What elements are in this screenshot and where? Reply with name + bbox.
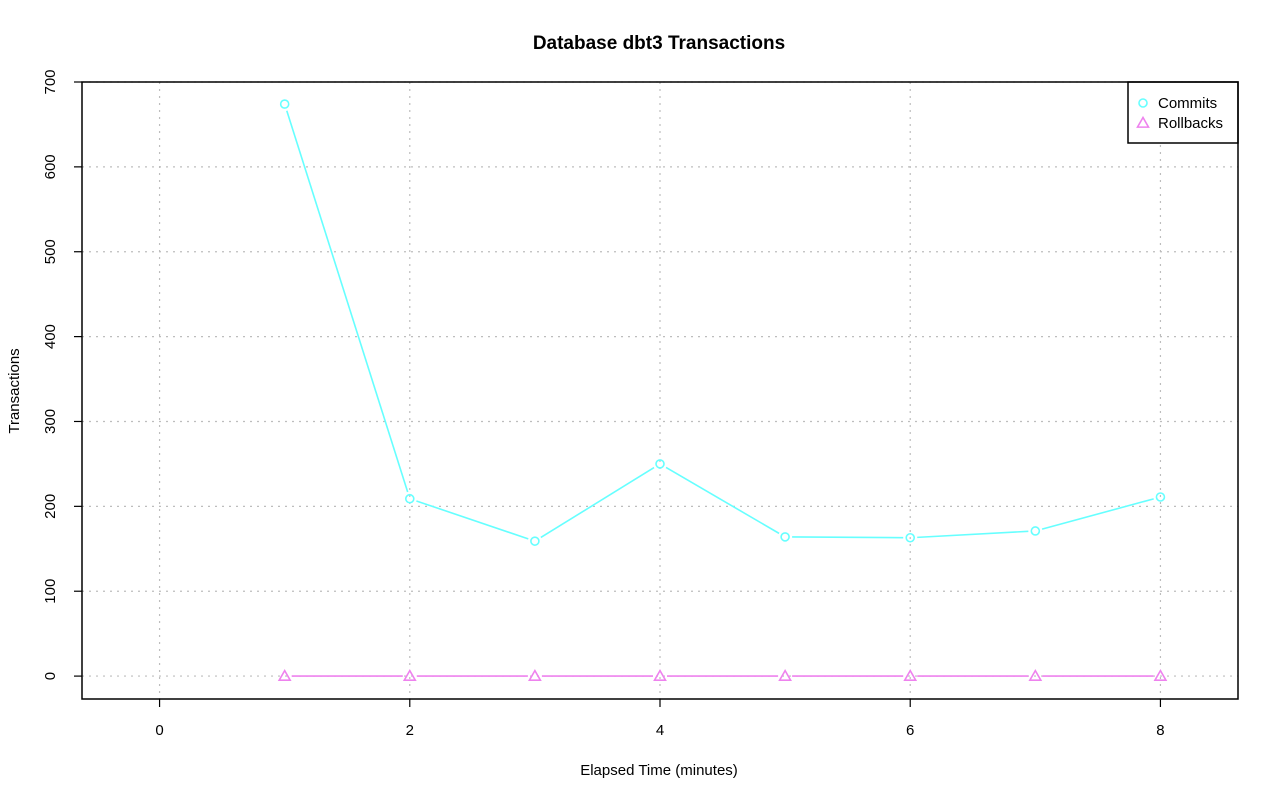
data-point [530,536,540,546]
x-tick-label: 8 [1156,722,1164,739]
legend-box [1127,81,1239,144]
series-commits [279,99,1166,546]
x-tick-label: 0 [155,722,163,739]
series-line-segment [416,500,529,540]
x-tick-label: 2 [406,722,414,739]
data-point [780,532,790,542]
data-point [653,668,667,682]
chart-title: Database dbt3 Transactions [533,33,785,54]
legend-marker [1138,98,1148,108]
axes: 0 2 4 6 8 0 100 200 300 400 500 600 700 [42,69,1165,739]
data-point [279,99,290,109]
legend-label: Commits [1158,95,1217,112]
plot-frame [81,81,1239,700]
y-tick-label: 200 [42,494,59,519]
series-line-segment [665,466,780,535]
grid [82,81,1238,699]
series-line-segment [917,530,1029,539]
y-tick-label: 600 [42,154,59,179]
x-tick-label: 4 [656,722,664,739]
x-tick-label: 6 [906,722,914,739]
series-line-segment [286,110,409,493]
y-tick-label: 100 [42,579,59,604]
y-axis-label: Transactions [6,348,23,433]
data-point [905,532,916,543]
data-point [277,668,292,682]
y-tick-label: 0 [42,672,59,680]
data-point [404,493,415,504]
y-tick-label: 400 [42,324,59,349]
legend-marker [1136,115,1150,128]
x-axis-label: Elapsed Time (minutes) [580,762,738,779]
data-point [1153,668,1168,682]
y-tick-label: 500 [42,239,59,264]
data-point [402,668,417,682]
y-tick-label: 700 [42,69,59,94]
data-point [778,668,792,682]
data-point [528,668,542,682]
legend-label: Rollbacks [1158,115,1223,132]
data-point [1030,526,1041,536]
data-point [1028,668,1043,682]
series [277,99,1168,682]
series-rollbacks [277,668,1168,682]
y-tick-label: 300 [42,409,59,434]
series-line-segment [792,536,904,539]
data-point [655,459,665,469]
series-line-segment [540,466,655,539]
series-line-segment [1041,498,1154,530]
data-point [1155,492,1166,502]
data-point [903,668,918,682]
legend: Commits Rollbacks [1127,81,1239,144]
